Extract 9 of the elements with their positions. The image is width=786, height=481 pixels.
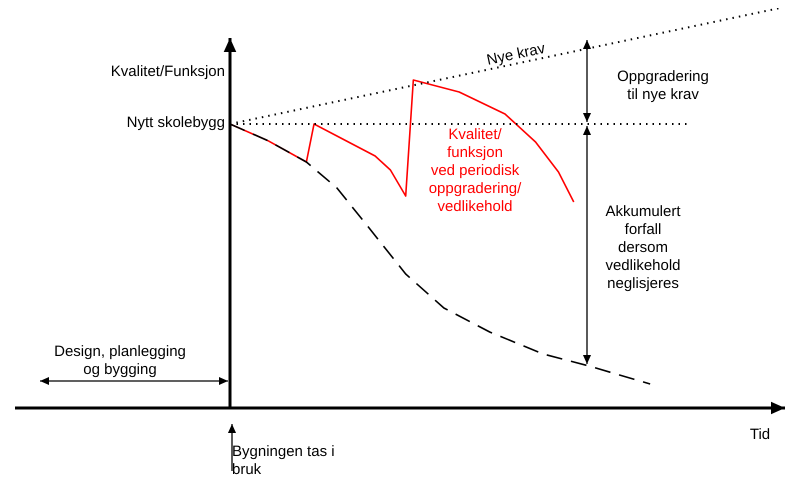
text: Nytt skolebygg <box>126 114 225 132</box>
annotation: Akkumulert forfall dersom vedlikehold neglisjeres <box>605 203 682 292</box>
text: Design, planlegging og bygging <box>54 343 186 378</box>
y-axis-title: Kvalitet/Funksjon <box>110 63 225 80</box>
text: Bygningen tas i bruk <box>232 443 335 478</box>
series-label: Kvalitet/ funksjon ved periodisk oppgradering/ vedlikehold <box>428 126 522 216</box>
x-axis-title: Tid <box>750 426 770 444</box>
annotation: Oppgradering til nye krav <box>617 68 709 104</box>
text: Nye krav <box>485 40 548 69</box>
